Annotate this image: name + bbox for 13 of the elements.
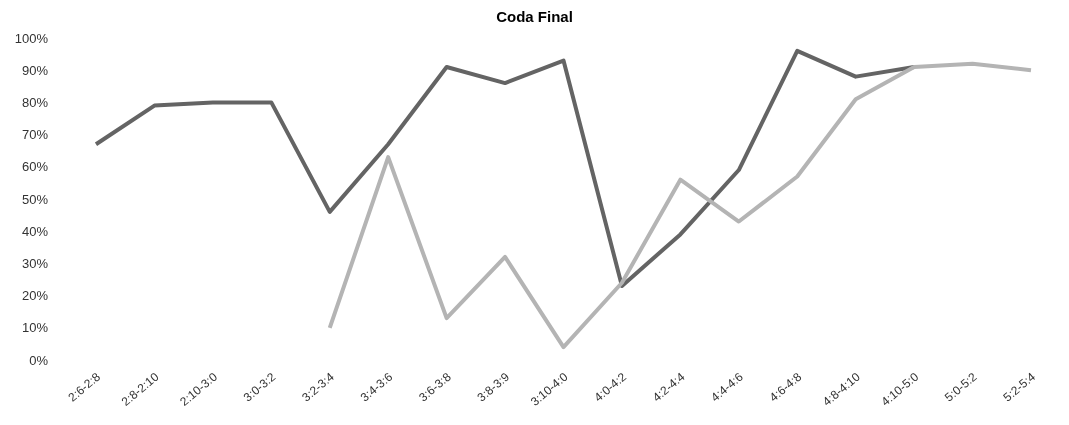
chart-title: Coda Final <box>495 8 574 27</box>
line-series <box>327 61 1033 350</box>
y-tick-label: 60% <box>21 159 49 175</box>
y-tick-label: 0% <box>29 352 49 368</box>
y-tick-label: 80% <box>21 95 49 111</box>
y-tick-label: 10% <box>21 320 49 336</box>
y-tick-label: 50% <box>21 191 49 207</box>
y-tick-label: 30% <box>21 256 49 272</box>
y-tick-label: 100% <box>14 30 49 46</box>
y-tick-label: 70% <box>21 127 49 143</box>
y-tick-label: 20% <box>21 288 49 304</box>
y-tick-label: 90% <box>21 62 49 78</box>
y-tick-label: 40% <box>21 223 49 239</box>
